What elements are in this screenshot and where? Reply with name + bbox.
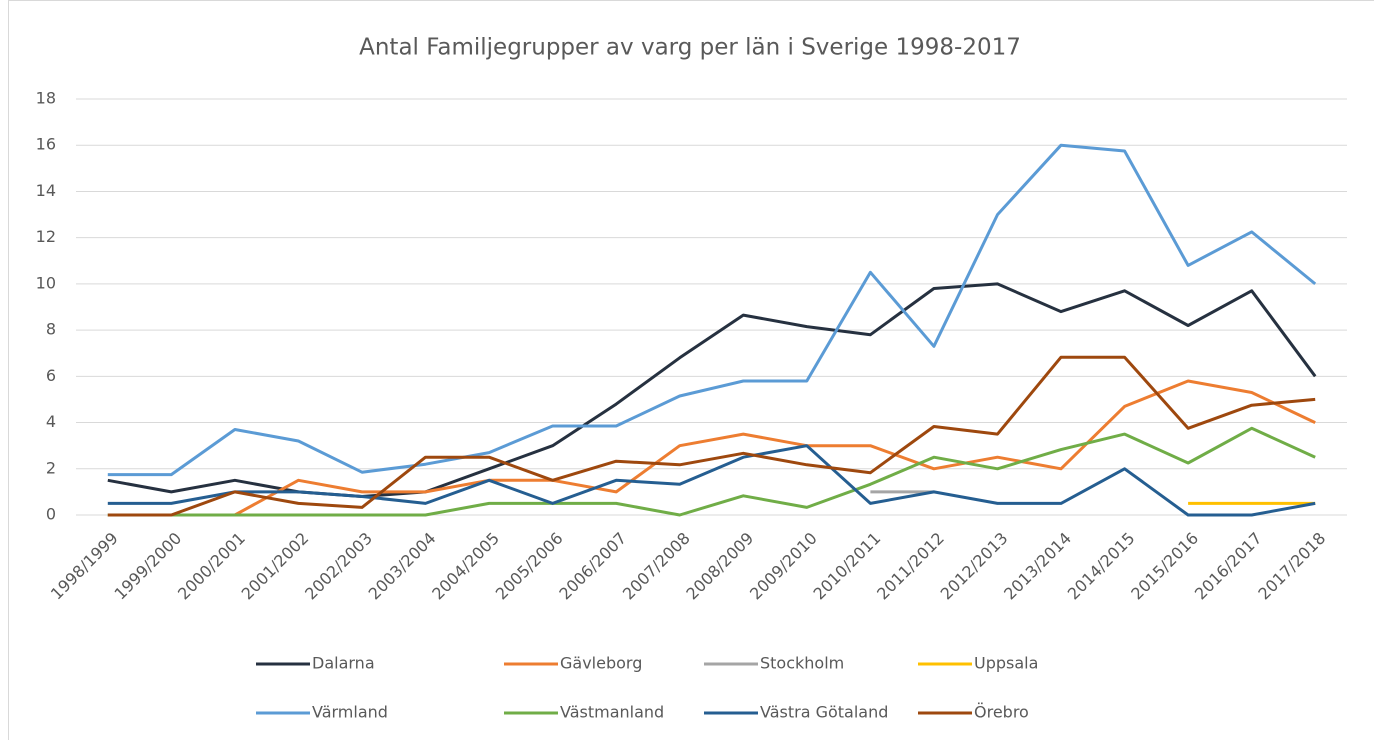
legend-label: Värmland — [312, 703, 388, 722]
y-tick-label: 18 — [36, 89, 56, 108]
y-tick-label: 6 — [46, 366, 56, 385]
legend-label: Dalarna — [312, 654, 375, 673]
legend-label: Örebro — [974, 703, 1029, 722]
y-tick-label: 12 — [36, 227, 56, 246]
y-tick-label: 14 — [36, 181, 56, 200]
series-line — [107, 355, 1316, 517]
series-line — [234, 379, 1316, 517]
legend-label: Uppsala — [974, 654, 1038, 673]
y-tick-label: 8 — [46, 320, 56, 339]
chart-border — [8, 0, 1374, 740]
y-tick-label: 4 — [46, 412, 56, 431]
legend-label: Stockholm — [760, 654, 844, 673]
y-tick-label: 2 — [46, 458, 56, 477]
series-line — [107, 143, 1317, 477]
series-line — [107, 444, 1316, 517]
legend-label: Västra Götaland — [760, 703, 888, 722]
series-line — [107, 426, 1316, 517]
legend-label: Västmanland — [560, 703, 664, 722]
y-tick-label: 10 — [36, 273, 56, 292]
y-tick-label: 16 — [36, 135, 56, 154]
legend-label: Gävleborg — [560, 654, 642, 673]
chart-title: Antal Familjegrupper av varg per län i S… — [359, 35, 1021, 61]
y-tick-label: 0 — [46, 505, 56, 524]
